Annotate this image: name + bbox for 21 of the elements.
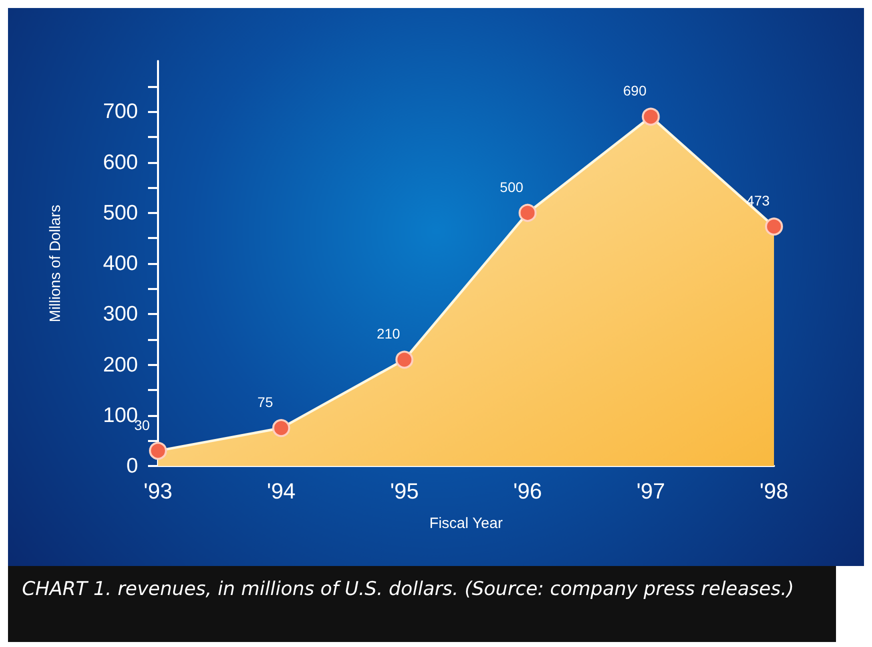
y-tick-label: 700: [102, 100, 138, 124]
data-label: 210: [376, 326, 400, 342]
y-tick-label: 0: [126, 454, 138, 478]
y-tick-label: 200: [102, 353, 138, 376]
caption: CHART 1. revenues, in millions of U.S. dollars. (Source: company press releases.): [22, 577, 796, 602]
data-label: 690: [623, 82, 647, 99]
x-tick-label: '98: [760, 478, 788, 504]
y-tick-label: 500: [102, 201, 138, 224]
x-tick-label: '94: [266, 478, 296, 504]
y-tick-label: 300: [102, 302, 138, 326]
y-axis-title: Millions of Dollars: [47, 204, 64, 322]
x-tick-label: '95: [390, 478, 419, 504]
data-label: 473: [746, 192, 770, 209]
data-label: 75: [257, 394, 274, 410]
y-tick-label: 600: [102, 150, 138, 174]
x-tick-label: '96: [513, 478, 542, 504]
x-tick-label: '93: [144, 478, 172, 504]
data-label: 500: [500, 178, 524, 195]
x-tick-label: '97: [636, 478, 666, 504]
y-tick-label: 400: [102, 252, 138, 275]
x-axis-title: Fiscal Year: [429, 515, 503, 532]
